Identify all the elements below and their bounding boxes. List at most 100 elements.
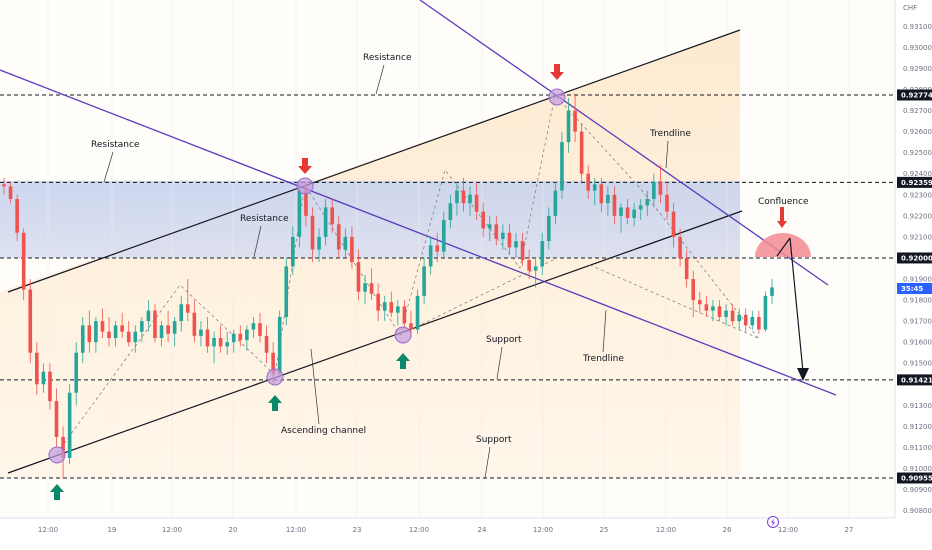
x-tick-label: 12:00 (162, 526, 182, 534)
candle-body (481, 211, 485, 229)
y-tick-label: 0.91600 (903, 339, 932, 347)
candle-body (41, 371, 46, 385)
current-price-badge (897, 283, 932, 294)
sell-arrow-icon (298, 158, 312, 174)
candle-body (133, 331, 138, 343)
candle-body (382, 302, 387, 311)
candle-body (704, 304, 709, 311)
candle-body (625, 207, 630, 218)
candle-body (323, 207, 328, 237)
candle-body (533, 266, 538, 271)
x-tick-label: 12:00 (533, 526, 553, 534)
candle-body (547, 215, 551, 242)
channel-lower-line (7, 210, 743, 474)
candle-body (743, 314, 748, 326)
candle-body (665, 194, 669, 212)
candle-body (619, 207, 623, 216)
level-badge-text: 0.90955 (901, 475, 932, 483)
candle-body (724, 310, 728, 317)
candle-body (711, 306, 715, 311)
level-badge (897, 374, 932, 386)
candle-body (428, 245, 433, 267)
channel-upper-line (7, 29, 741, 293)
candle-body (212, 337, 216, 347)
touch-marker (266, 368, 284, 386)
time-axis[interactable] (0, 518, 932, 550)
candle-body (120, 325, 124, 332)
candle-body (172, 321, 177, 334)
y-tick-label: 0.92300 (903, 191, 932, 199)
pointer-line (665, 140, 669, 169)
currency-label: CHF (903, 4, 917, 12)
candle-body (501, 232, 505, 240)
y-tick-label: 0.92500 (903, 149, 932, 157)
candle-body (750, 316, 755, 326)
label-trendline-bottom: Trendline (582, 354, 624, 364)
y-tick-label: 0.90900 (903, 486, 932, 494)
x-tick-label: 12:00 (778, 526, 798, 534)
candle-body (113, 325, 118, 338)
zigzag-path (56, 94, 759, 454)
candle-body (560, 142, 564, 191)
candle-body (35, 352, 39, 385)
candle-body (87, 325, 92, 343)
candle-body (770, 287, 774, 296)
touch-marker (48, 446, 66, 464)
candle-body (684, 257, 689, 280)
candle-body (94, 321, 98, 343)
candle-body (363, 283, 367, 292)
candle-body (422, 266, 426, 296)
y-tick-label: 0.91800 (903, 297, 932, 305)
level-badge-text: 0.92000 (901, 254, 932, 262)
y-tick-label: 0.92200 (903, 212, 932, 220)
candle-body (54, 401, 59, 437)
candle-body (455, 190, 459, 204)
candle-body (238, 333, 243, 341)
candle-body (586, 173, 591, 191)
x-tick-label: 12:00 (38, 526, 58, 534)
x-tick-label: 20 (229, 526, 238, 534)
pointer-line (375, 64, 385, 95)
candle-body (251, 323, 256, 330)
candle-body (284, 266, 289, 317)
candle-body (100, 321, 105, 332)
candle-body (185, 304, 190, 313)
y-tick-label: 0.93000 (903, 44, 932, 52)
candle-body (678, 236, 682, 258)
candle-body (225, 342, 229, 347)
candle-body (304, 190, 308, 216)
candle-body (658, 182, 663, 195)
x-axis-ticks: 12:00 19 12:00 20 12:00 23 12:00 24 12:00 25 12:00… (38, 526, 854, 534)
candle-body (763, 295, 768, 330)
candle-body (645, 199, 650, 206)
candle-body (553, 190, 558, 216)
candles (2, 93, 774, 480)
x-tick-label: 12:00 (409, 526, 429, 534)
candle-body (441, 220, 446, 252)
candle-body (15, 199, 19, 233)
candle-body (80, 325, 85, 353)
pointer-line (103, 151, 114, 183)
candle-body (376, 293, 380, 311)
resistance-zone (0, 181, 740, 258)
level-badge (897, 176, 932, 188)
candle-body (487, 224, 492, 229)
y-tick-label: 0.91700 (903, 318, 932, 326)
candle-body (507, 232, 512, 248)
descending-trendline-1 (0, 69, 837, 396)
y-tick-label: 0.91100 (903, 444, 932, 452)
candle-body (566, 110, 571, 143)
level-badge (897, 472, 932, 484)
confluence-arrow-icon (777, 207, 787, 228)
candle-body (573, 110, 577, 132)
candle-body (632, 209, 636, 218)
label-support-bottom: Support (476, 435, 512, 445)
level-badge-text: 0.91421 (901, 376, 932, 384)
candle-body (205, 329, 210, 347)
x-tick-label: 26 (723, 526, 732, 534)
level-badge-text: 0.92359 (901, 179, 932, 187)
candle-body (48, 371, 52, 402)
candle-body (126, 331, 131, 343)
candle-body (159, 325, 164, 338)
